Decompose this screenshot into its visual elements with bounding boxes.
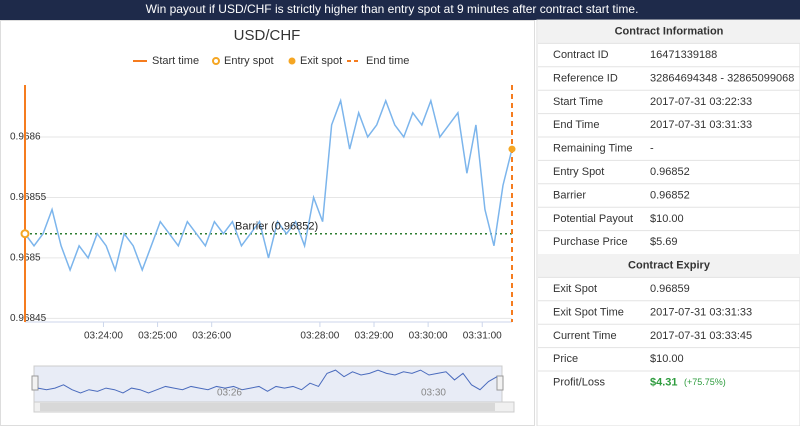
legend-label: Exit spot [300, 55, 342, 67]
banner-bg [0, 0, 800, 20]
scrollbar-thumb[interactable] [40, 403, 495, 411]
row-label: Contract ID [553, 49, 609, 61]
section-header: Contract Expiry [628, 260, 711, 272]
navigator-label: 03:26 [217, 388, 242, 399]
row-value: 0.96852 [650, 166, 690, 178]
barrier-label: Barrier (0.96852) [235, 221, 318, 233]
row-label: Barrier [553, 189, 586, 201]
row-label: Entry Spot [553, 166, 604, 178]
row-label: Purchase Price [553, 236, 628, 248]
legend-icon [288, 57, 296, 65]
exit-spot [508, 145, 516, 153]
nav-handle-left[interactable] [31, 375, 39, 391]
row-label: Exit Spot Time [553, 306, 624, 318]
row-label: Price [553, 353, 578, 365]
section-header-bg [538, 254, 800, 278]
row-value: 2017-07-31 03:22:33 [650, 96, 752, 108]
entry-spot [20, 229, 30, 239]
row-value: $10.00 [650, 353, 684, 365]
section-header-bg [538, 20, 800, 44]
row-label: Exit Spot [553, 283, 597, 295]
row-label: End Time [553, 119, 599, 131]
row-value: $10.00 [650, 213, 684, 225]
x-tick-label: 03:26:00 [192, 331, 231, 342]
y-tick-label: 0.96855 [10, 192, 47, 203]
banner: Win payout if USD/CHF is strictly higher… [146, 2, 639, 16]
row-value: 2017-07-31 03:31:33 [650, 119, 752, 131]
price-line [24, 97, 513, 273]
profit-pct: (+75.75%) [684, 377, 726, 387]
x-tick-label: 03:28:00 [300, 331, 339, 342]
row-value: 2017-07-31 03:33:45 [650, 330, 752, 342]
navigator-line [37, 369, 498, 394]
row-label: Start Time [553, 96, 603, 108]
nav-handle-right[interactable] [496, 375, 504, 391]
y-tick-label: 0.96845 [10, 313, 47, 324]
legend-label: Entry spot [224, 55, 274, 67]
row-label: Remaining Time [553, 143, 632, 155]
legend-label: End time [366, 55, 409, 67]
profit-value: $4.31 [650, 377, 678, 389]
legend-icon [212, 57, 220, 65]
x-tick-label: 03:31:00 [463, 331, 502, 342]
row-label: Profit/Loss [553, 377, 605, 389]
x-tick-label: 03:25:00 [138, 331, 177, 342]
row-value: 0.96852 [650, 189, 690, 201]
row-value: - [650, 143, 654, 155]
row-label: Potential Payout [553, 213, 633, 225]
navigator-label: 03:30 [421, 388, 446, 399]
row-label: Current Time [553, 330, 617, 342]
row-label: Reference ID [553, 72, 618, 84]
legend-label: Start time [152, 55, 199, 67]
row-value: 2017-07-31 03:31:33 [650, 306, 752, 318]
chart-panel [0, 20, 535, 426]
row-value: 0.96859 [650, 283, 690, 295]
row-value: 16471339188 [650, 49, 717, 61]
section-header: Contract Information [615, 26, 724, 38]
row-value: 32864694348 - 32865099068 [650, 72, 794, 84]
x-tick-label: 03:29:00 [355, 331, 394, 342]
row-value: $5.69 [650, 236, 678, 248]
x-tick-label: 03:30:00 [409, 331, 448, 342]
chart-title: USD/CHF [234, 27, 301, 44]
x-tick-label: 03:24:00 [84, 331, 123, 342]
